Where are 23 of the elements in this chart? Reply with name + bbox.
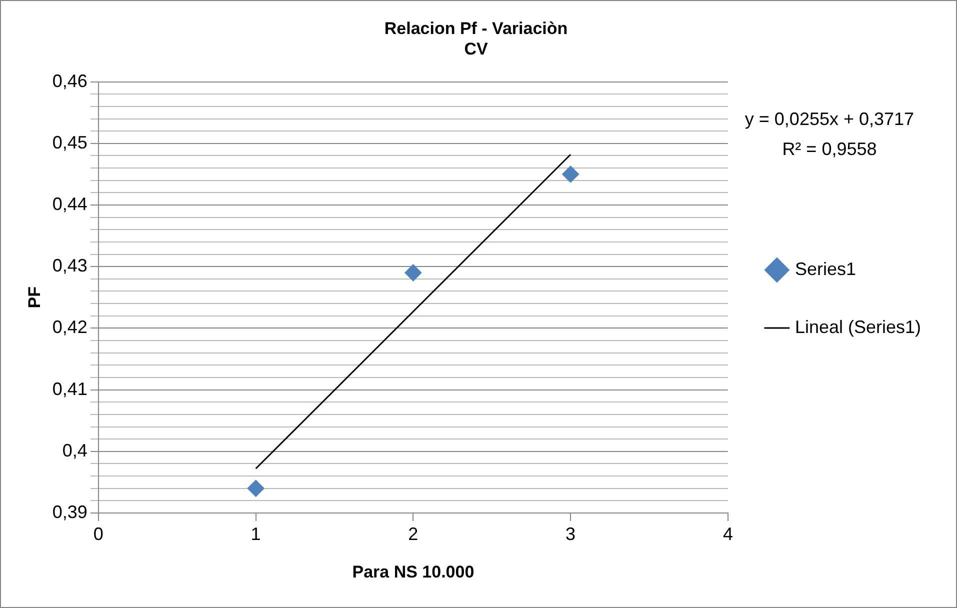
y-tick-label: 0,42: [52, 317, 88, 338]
x-axis-title: Para NS 10.000: [352, 562, 474, 582]
y-axis-title: PF: [24, 286, 44, 308]
y-tick-label: 0,43: [52, 256, 88, 276]
point: [562, 166, 580, 183]
x-tick-label: 1: [250, 524, 261, 544]
chart-title: Relacion Pf - Variaciòn CV: [384, 18, 568, 58]
legend-label: Series1: [794, 258, 856, 279]
x-tick-label: 3: [566, 524, 576, 544]
x-tick-label: 0: [93, 524, 104, 544]
y-tick-label: 0,46: [52, 70, 88, 91]
y-tick-label: 0,45: [52, 132, 88, 152]
y-tick-label: 0,39: [52, 502, 88, 522]
point: [247, 480, 264, 497]
y-tick-label: 0,44: [52, 194, 88, 214]
text: R² = 0,9558: [782, 138, 877, 159]
y-tick-label: 0,4: [62, 440, 88, 460]
y-tick-label: 0,41: [52, 378, 88, 399]
x-tick-label: 2: [408, 524, 418, 544]
x-tick-label: 4: [722, 524, 733, 544]
point: [404, 264, 422, 282]
legend-label: Lineal (Series1): [794, 316, 921, 337]
text: y = 0,0255x + 0,3717: [744, 108, 914, 129]
